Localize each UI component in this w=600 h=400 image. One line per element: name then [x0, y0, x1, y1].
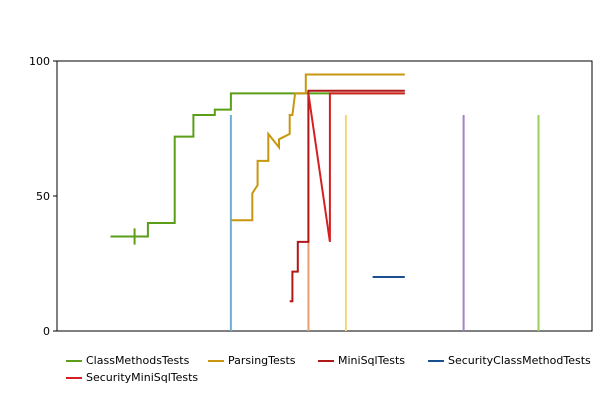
- legend-label: MiniSqlTests: [338, 354, 405, 367]
- legend-label: SecurityMiniSqlTests: [86, 371, 199, 384]
- y-tick-label: 100: [29, 55, 50, 68]
- series-line: [289, 89, 405, 303]
- plot-frame: [56, 60, 593, 332]
- legend-item: MiniSqlTests: [318, 354, 405, 367]
- series-lines: [110, 73, 405, 303]
- legend-item: ClassMethodsTests: [66, 354, 189, 367]
- chart-axes: [56, 60, 593, 332]
- y-tick-labels: 0 50 100: [29, 55, 57, 338]
- legend-swatch: [208, 359, 224, 362]
- reference-lines: [229, 93, 540, 331]
- series-line: [110, 92, 405, 238]
- legend-item: SecurityClassMethodTests: [428, 354, 591, 367]
- legend-swatch: [66, 376, 82, 379]
- legend-swatch: [318, 359, 334, 362]
- legend-label: ParsingTests: [228, 354, 296, 367]
- y-tick-label: 0: [43, 325, 50, 338]
- legend-item: ParsingTests: [208, 354, 296, 367]
- legend-swatch: [428, 359, 444, 362]
- legend-label: SecurityClassMethodTests: [448, 354, 591, 367]
- y-tick-label: 50: [36, 190, 50, 203]
- legend-swatch: [66, 359, 82, 362]
- legend-label: ClassMethodsTests: [86, 354, 190, 367]
- series-line: [230, 73, 405, 222]
- series-line: [307, 92, 405, 243]
- legend-item: SecurityMiniSqlTests: [66, 371, 198, 384]
